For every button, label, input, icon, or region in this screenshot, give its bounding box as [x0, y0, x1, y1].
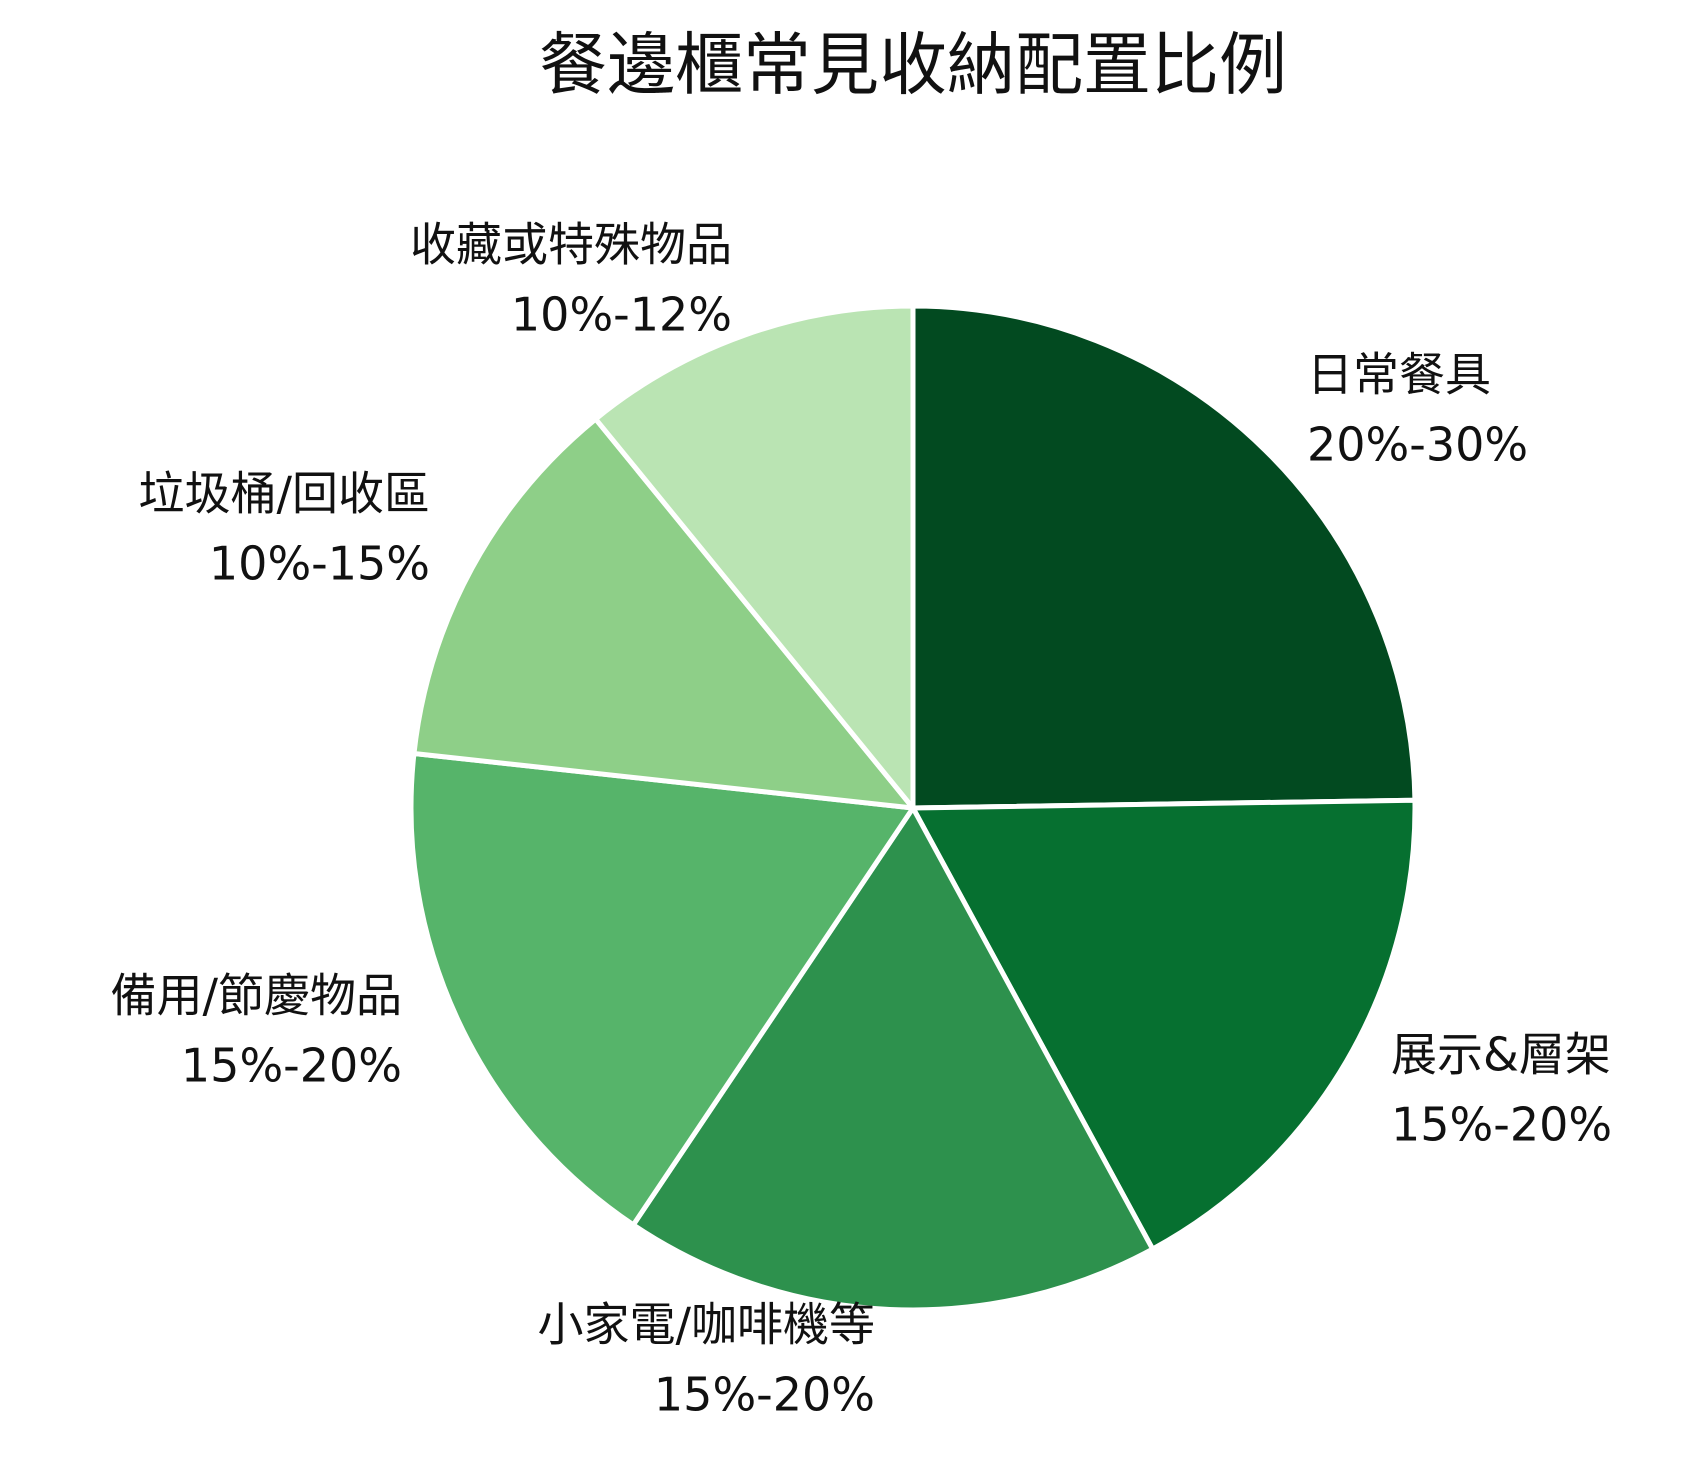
slice-label: 垃圾桶/回收區 [139, 467, 431, 521]
pie-slice [630, 805, 1156, 1313]
chart-title: 餐邊櫃常見收納配置比例 [539, 27, 1287, 106]
pie-slice [910, 303, 1418, 811]
pie-slice [910, 797, 1418, 1252]
slice-label: 小家電/咖啡機等 [538, 1298, 876, 1352]
value-label: 10%-12% [511, 288, 732, 342]
slice-label: 日常餐具 [1307, 348, 1491, 402]
slice-label: 收藏或特殊物品 [410, 218, 732, 272]
value-label: 10%-15% [209, 537, 430, 591]
value-label: 15%-20% [1391, 1098, 1612, 1152]
slice-label: 展示&層架 [1391, 1028, 1611, 1082]
slice-label: 備用/節慶物品 [111, 969, 403, 1023]
value-label: 15%-20% [654, 1368, 875, 1422]
value-label: 20%-30% [1307, 418, 1528, 472]
pie-slice [408, 750, 916, 1228]
value-label: 15%-20% [181, 1039, 402, 1093]
pie-slice [411, 416, 916, 811]
pie-slice [593, 303, 916, 811]
